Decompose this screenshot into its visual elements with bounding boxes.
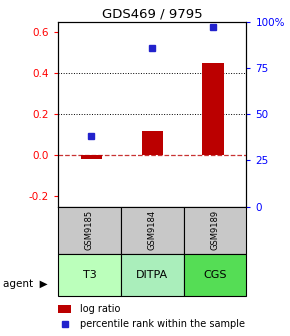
Bar [184,207,246,254]
Text: agent  ▶: agent ▶ [3,279,48,289]
Text: GSM9189: GSM9189 [211,210,220,250]
Bar [81,155,102,159]
Text: GSM9185: GSM9185 [85,210,94,250]
Text: T3: T3 [83,270,96,280]
Bar [121,207,184,254]
Title: GDS469 / 9795: GDS469 / 9795 [102,8,202,21]
Text: CGS: CGS [203,270,227,280]
Text: percentile rank within the sample: percentile rank within the sample [80,319,245,329]
Bar [58,254,121,296]
Text: log ratio: log ratio [80,304,120,314]
Text: GSM9184: GSM9184 [148,210,157,250]
Bar [58,305,71,313]
Bar [121,254,184,296]
Bar [142,131,163,155]
Bar [202,63,224,155]
Bar [58,207,121,254]
Text: DITPA: DITPA [136,270,168,280]
Bar [184,254,246,296]
